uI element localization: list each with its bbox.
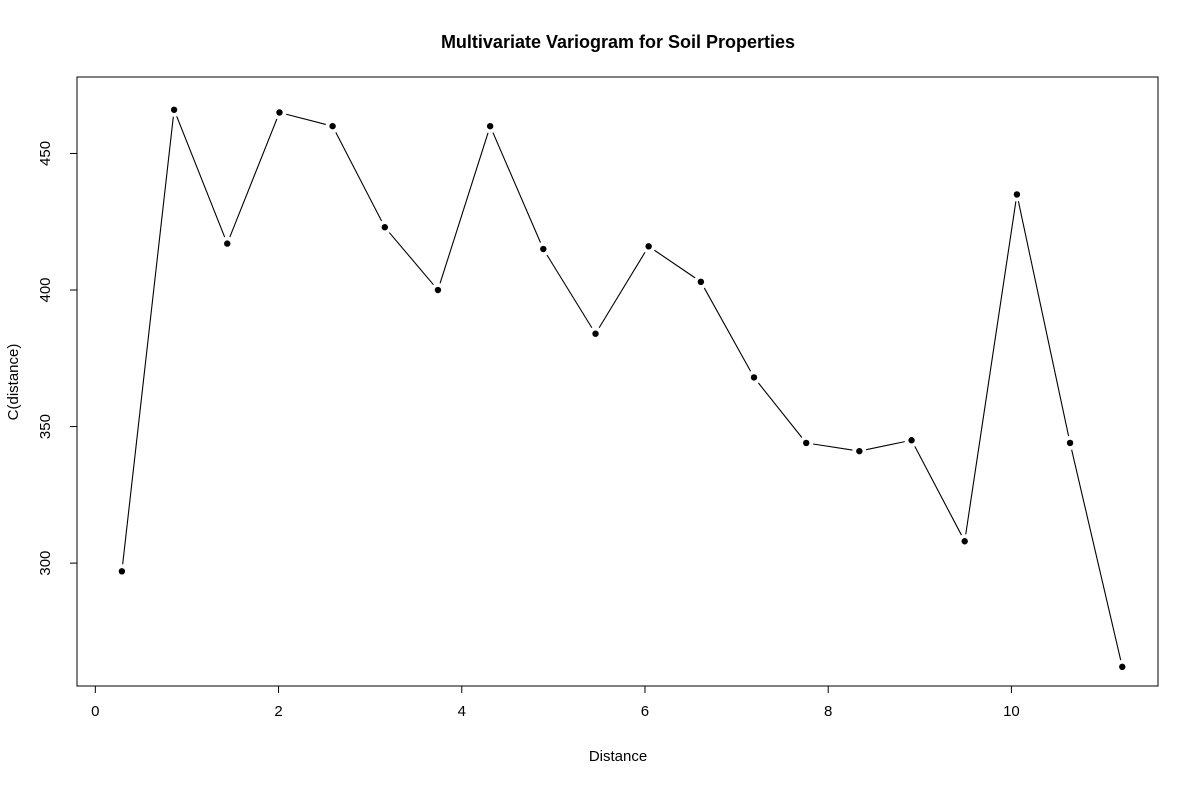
data-point <box>961 538 968 545</box>
series-line-segment <box>335 132 383 222</box>
data-point <box>118 568 126 575</box>
data-point <box>645 243 652 250</box>
series-line-segment <box>492 132 542 243</box>
series-line-segment <box>703 287 752 372</box>
series-line-segment <box>757 382 803 438</box>
data-point <box>908 437 915 444</box>
data-point <box>381 224 389 231</box>
series-line-segment <box>546 254 593 329</box>
series-line-segment <box>965 201 1017 535</box>
series-line-segment <box>122 116 174 565</box>
data-point <box>540 245 547 253</box>
data-point <box>803 439 810 447</box>
series-line-segment <box>229 118 278 238</box>
series-line-segment <box>914 446 962 536</box>
data-point <box>697 278 705 286</box>
data-point <box>1013 191 1021 198</box>
x-axis-label: Distance <box>589 748 647 765</box>
plot-frame <box>76 76 1159 687</box>
data-point <box>856 447 863 455</box>
series-group <box>118 106 1126 671</box>
series-line-segment <box>286 113 326 125</box>
data-point <box>276 109 283 116</box>
series-line-segment <box>439 132 489 284</box>
series-line-segment <box>388 232 434 286</box>
y-axis-ticks: 300 350 400 450 <box>37 141 77 576</box>
data-point <box>329 122 336 130</box>
x-tick-label: 2 <box>274 703 282 720</box>
series-line-segment <box>866 441 905 451</box>
x-tick-label: 10 <box>1003 703 1020 720</box>
data-point <box>434 286 442 294</box>
x-tick-label: 4 <box>458 703 466 720</box>
series-line-segment <box>1071 449 1122 661</box>
x-tick-label: 8 <box>824 703 832 720</box>
y-axis-label: C(distance) <box>5 344 22 421</box>
data-point <box>224 240 231 247</box>
y-tick-label: 300 <box>37 551 54 576</box>
data-point <box>1119 663 1126 671</box>
y-tick-label: 400 <box>37 277 54 302</box>
x-tick-label: 0 <box>91 703 99 720</box>
series-line-segment <box>598 252 646 329</box>
y-tick-label: 350 <box>37 414 54 439</box>
series-line-segment <box>176 116 226 238</box>
series-line-segment <box>1017 201 1070 437</box>
series-line-segment <box>813 443 853 451</box>
data-point <box>170 106 178 113</box>
data-point <box>750 374 758 381</box>
x-axis-ticks: 0 2 4 6 8 10 <box>91 686 1020 720</box>
data-point <box>486 122 494 130</box>
y-tick-label: 450 <box>37 141 54 166</box>
data-point <box>1066 439 1074 447</box>
series-line-segment <box>654 249 696 279</box>
x-tick-label: 6 <box>641 703 649 720</box>
data-point <box>592 330 599 337</box>
chart-title: Multivariate Variogram for Soil Properti… <box>441 32 795 52</box>
